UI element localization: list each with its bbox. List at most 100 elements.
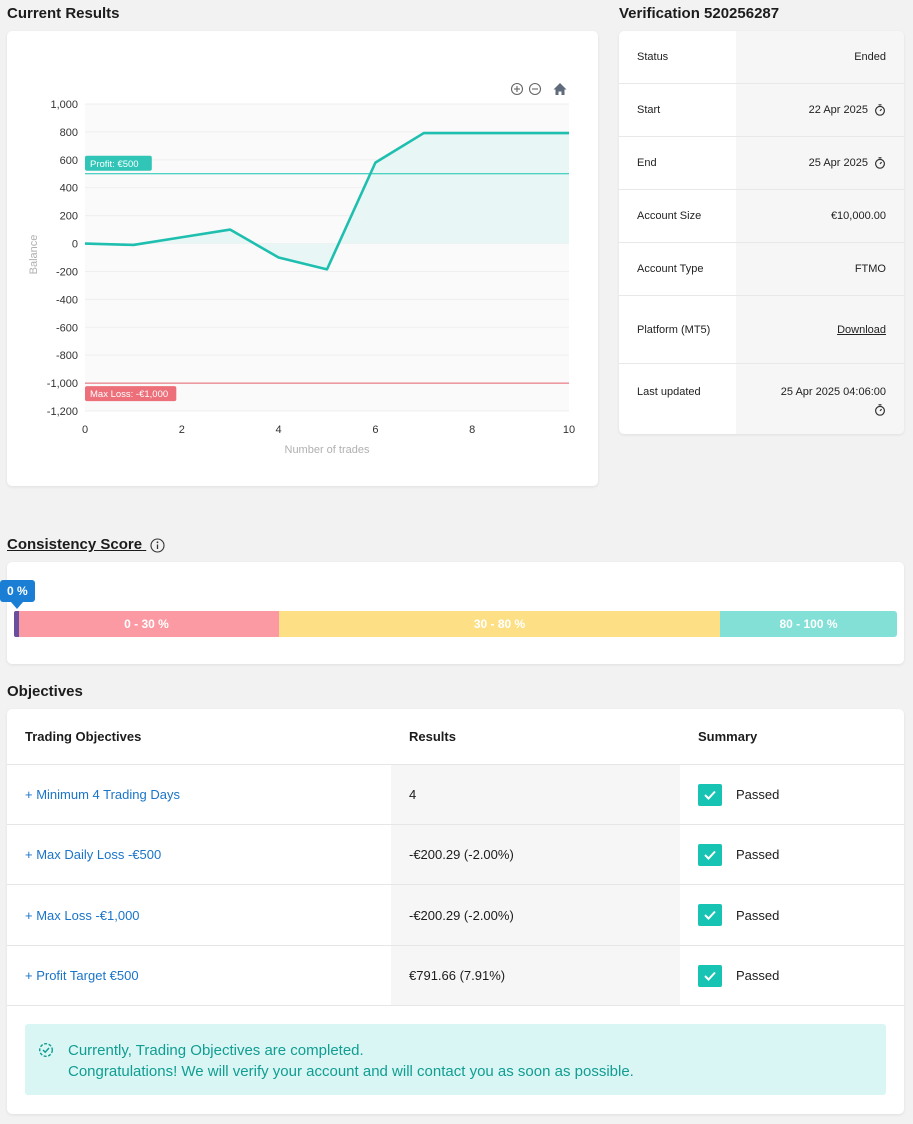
consistency-score-badge: 0 % (0, 580, 35, 602)
x-tick-label: 6 (372, 424, 378, 436)
alert-line-1: Currently, Trading Objectives are comple… (68, 1042, 364, 1059)
check-icon (698, 904, 722, 926)
summary-status: Passed (736, 787, 780, 802)
verification-row-account-size: Account Size €10,000.00 (619, 190, 904, 243)
header-summary: Summary (698, 729, 758, 744)
account-type-value: FTMO (736, 243, 904, 295)
y-tick-label: 200 (60, 211, 78, 223)
summary-status: Passed (736, 907, 780, 923)
verification-row-status: Status Ended (619, 31, 904, 84)
objective-row: + Minimum 4 Trading Days 4 Passed (7, 765, 904, 825)
x-tick-label: 0 (82, 424, 88, 436)
consistency-segment-low: 0 - 30 % (14, 611, 279, 637)
header-trading-objectives: Trading Objectives (25, 729, 142, 744)
objectives-card: Trading Objectives Results Summary + Min… (7, 709, 904, 1114)
objective-result: -€200.29 (-2.00%) (391, 825, 680, 884)
objectives-title: Objectives (7, 683, 83, 700)
status-label: Status (637, 51, 669, 63)
y-tick-label: -1,000 (47, 378, 78, 390)
objective-profit-target[interactable]: + Profit Target €500 (25, 968, 139, 983)
summary-status: Passed (736, 847, 780, 862)
verification-row-platform: Platform (MT5) Download (619, 296, 904, 364)
alert-message: Currently, Trading Objectives are comple… (68, 1040, 634, 1082)
account-type-text: FTMO (854, 263, 886, 275)
end-date: 25 Apr 2025 (808, 157, 868, 169)
zoom-in-icon[interactable] (510, 82, 524, 96)
stopwatch-icon (874, 404, 886, 416)
verification-row-end: End 25 Apr 2025 (619, 137, 904, 190)
balance-area-fill (85, 133, 569, 270)
info-icon[interactable] (150, 537, 165, 553)
check-icon (698, 964, 722, 987)
x-tick-label: 4 (276, 424, 282, 436)
y-tick-label: -800 (56, 350, 78, 362)
verification-row-account-type: Account Type FTMO (619, 243, 904, 296)
objectives-completed-alert: Currently, Trading Objectives are comple… (25, 1024, 886, 1095)
consistency-score-marker (14, 611, 19, 637)
objective-result: 4 (391, 765, 680, 824)
objective-max-daily-loss[interactable]: + Max Daily Loss -€500 (25, 847, 162, 862)
consistency-score-pointer (11, 602, 23, 609)
start-label: Start (637, 104, 661, 116)
account-type-label: Account Type (637, 263, 704, 275)
objective-row: + Max Daily Loss -€500 -€200.29 (-2.00%)… (7, 825, 904, 885)
max-loss-label: Max Loss: -€1,000 (90, 389, 168, 400)
x-tick-label: 8 (469, 424, 475, 436)
objective-max-loss[interactable]: + Max Loss -€1,000 (25, 907, 140, 923)
x-tick-label: 10 (563, 424, 575, 436)
summary-status: Passed (736, 968, 780, 983)
profit-label-bg (85, 155, 152, 171)
download-link[interactable]: Download (837, 323, 886, 336)
last-updated-value: 25 Apr 2025 04:06:00 (736, 364, 904, 434)
account-size-text: €10,000.00 (830, 210, 886, 222)
stopwatch-icon (874, 104, 886, 116)
stopwatch-icon (874, 157, 886, 169)
y-tick-label: 1,000 (50, 99, 78, 111)
verification-row-start: Start 22 Apr 2025 (619, 84, 904, 137)
objective-result: €791.66 (7.91%) (391, 946, 680, 1005)
objective-row: + Profit Target €500 €791.66 (7.91%) Pas… (7, 946, 904, 1006)
last-updated-text: 25 Apr 2025 04:06:00 (780, 386, 886, 398)
x-axis-title: Number of trades (285, 444, 370, 456)
y-tick-label: -400 (56, 294, 78, 306)
consistency-score-title[interactable]: Consistency Score (7, 536, 165, 553)
check-icon (698, 843, 722, 866)
consistency-card: 0 - 30 % 30 - 80 % 80 - 100 % (7, 562, 904, 664)
end-value: 25 Apr 2025 (736, 137, 904, 189)
y-tick-label: -1,200 (47, 406, 78, 418)
objective-min-trading-days[interactable]: + Minimum 4 Trading Days (25, 787, 180, 802)
y-tick-label: 800 (60, 127, 78, 139)
current-results-title: Current Results (7, 5, 120, 22)
objectives-header-row: Trading Objectives Results Summary (7, 709, 904, 765)
balance-line (84, 131, 569, 271)
objective-row: + Max Loss -€1,000 -€200.29 (-2.00%) Pas… (7, 885, 904, 946)
end-label: End (637, 157, 657, 169)
platform-label: Platform (MT5) (637, 323, 711, 336)
header-results: Results (409, 729, 456, 744)
max-loss-label-bg (85, 386, 177, 402)
verification-card: Status Ended Start 22 Apr 2025 End 25 Ap… (619, 31, 904, 434)
y-tick-label: -200 (56, 266, 78, 278)
y-axis-title: Balance (28, 235, 40, 275)
x-tick-label: 2 (179, 424, 185, 436)
zoom-out-icon[interactable] (528, 82, 542, 96)
platform-value: Download (736, 296, 904, 363)
status-text: Ended (854, 51, 886, 63)
objective-summary: Passed (698, 825, 779, 884)
objective-summary: Passed (698, 885, 779, 945)
y-tick-label: 0 (72, 239, 78, 251)
verification-row-last-updated: Last updated 25 Apr 2025 04:06:00 (619, 364, 904, 434)
y-tick-label: 600 (60, 155, 78, 167)
alert-line-2: Congratulations! We will verify your acc… (68, 1063, 634, 1080)
profit-target-label: Profit: €500 (90, 159, 139, 170)
verification-title: Verification 520256287 (619, 5, 780, 22)
y-tick-label: -600 (56, 322, 78, 334)
consistency-score-label: Consistency Score (7, 536, 143, 553)
objective-summary: Passed (698, 765, 779, 824)
home-icon[interactable] (553, 83, 567, 95)
objective-summary: Passed (698, 946, 779, 1005)
consistency-segment-mid: 30 - 80 % (279, 611, 720, 637)
balance-chart-card: Profit: €500 Max Loss: -€1,000 1,000 800 600… (7, 31, 598, 486)
start-value: 22 Apr 2025 (736, 84, 904, 136)
